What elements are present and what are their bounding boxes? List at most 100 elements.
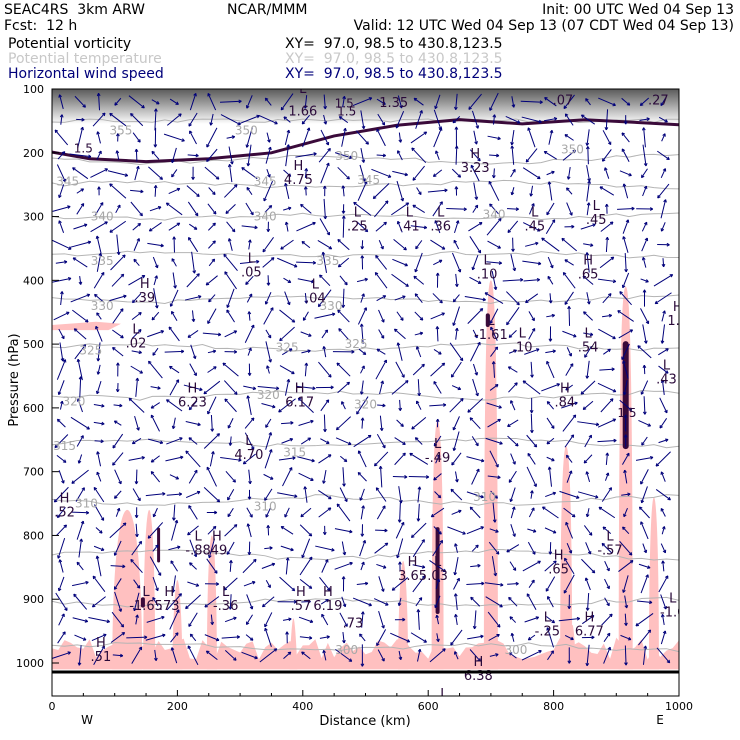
wind-speed-plume [648, 497, 659, 670]
wind-vector-head [361, 561, 365, 566]
wind-vector [597, 418, 616, 428]
wind-vector [433, 127, 442, 148]
wind-vector [131, 312, 142, 320]
wind-vector [189, 93, 197, 111]
wind-vector [566, 542, 572, 554]
field-3-name: Horizontal wind speed [8, 66, 164, 82]
wind-vector-head [497, 475, 501, 480]
wind-vector-head [416, 609, 421, 613]
wind-vector [58, 576, 65, 592]
wind-vector-head [641, 257, 646, 261]
wind-vector [151, 150, 160, 160]
wind-vector-head [662, 168, 667, 172]
wind-vector-head [639, 102, 644, 107]
wind-vector-head [570, 636, 574, 641]
pv-label: 1.5 [335, 97, 354, 111]
wind-vector-head [515, 207, 519, 211]
wind-vector [564, 259, 574, 266]
wind-vector [189, 363, 197, 376]
wind-vector-head [122, 564, 126, 569]
extremum-marker: L [132, 322, 140, 337]
wind-vector [145, 493, 166, 497]
wind-vector [79, 376, 82, 399]
wind-vector [427, 189, 448, 193]
wind-vector-head [187, 334, 192, 338]
wind-vector-head [187, 531, 191, 536]
wind-vector [248, 311, 251, 321]
wind-vector-head [455, 220, 460, 224]
wind-vector-head [660, 379, 665, 383]
wind-vector [318, 490, 332, 500]
wind-vector-head [280, 106, 285, 111]
wind-vector [128, 95, 145, 109]
wind-vector-head [494, 495, 498, 499]
wind-vector [544, 527, 557, 534]
wind-vector-head [120, 624, 125, 628]
wind-vector-head [622, 589, 626, 593]
wind-vector [489, 308, 499, 324]
wind-vector-head [159, 176, 163, 180]
wind-vector-head [274, 121, 278, 125]
wind-vector-head [172, 236, 176, 240]
wind-vector-head [414, 293, 419, 297]
wind-vector [488, 634, 500, 641]
wind-vector [661, 614, 665, 626]
extremum-marker: L [669, 591, 677, 606]
wind-vector [130, 365, 143, 374]
theta-contour [52, 250, 679, 259]
wind-vector [114, 469, 122, 485]
wind-vector-head [78, 376, 83, 380]
wind-vector-head [291, 587, 296, 592]
wind-vector-head [210, 621, 215, 626]
wind-vector [417, 609, 420, 630]
wind-vector [243, 385, 256, 390]
wind-vector-head [147, 535, 152, 539]
wind-vector-head [529, 409, 534, 414]
wind-vector [487, 135, 501, 140]
wind-vector [259, 648, 278, 663]
wind-vector [491, 556, 497, 577]
wind-vector [493, 114, 496, 125]
theta-label: 310 [473, 490, 496, 504]
wind-vector [360, 293, 365, 303]
wind-vector-head [356, 411, 360, 415]
wind-vector-head [154, 275, 158, 279]
wind-vector [488, 181, 500, 201]
wind-vector [416, 187, 422, 195]
wind-vector [430, 239, 446, 250]
wind-vector [566, 347, 572, 357]
wind-vector [620, 634, 632, 641]
wind-vector [226, 309, 235, 323]
wind-vector-head [453, 571, 458, 576]
wind-vector [662, 560, 665, 572]
extremum-marker: H [554, 549, 564, 564]
wind-vector-head [488, 180, 492, 185]
wind-vector-head [493, 572, 498, 577]
wind-vector-head [606, 585, 610, 590]
wind-vector-head [628, 407, 633, 411]
wind-vector-head [661, 263, 666, 268]
wind-vector [133, 258, 140, 267]
wind-vector [583, 454, 593, 464]
wind-vector-head [506, 549, 510, 553]
wind-vector-head [452, 447, 457, 451]
wind-vector [541, 383, 560, 392]
wind-vector [641, 221, 648, 232]
wind-vector [166, 399, 183, 412]
wind-vector-head [248, 239, 252, 243]
wind-vector [320, 399, 330, 412]
wind-vector [432, 293, 443, 304]
wind-vector-head [266, 365, 270, 369]
wind-vector-head [378, 465, 383, 470]
wind-vector-head [511, 248, 515, 252]
wind-vector-head [601, 158, 606, 162]
wind-vector-head [312, 260, 316, 265]
extremum-marker: H [616, 706, 626, 721]
wind-vector [635, 456, 654, 461]
wind-vector-head [400, 317, 404, 321]
theta-label: 340 [254, 210, 277, 224]
wind-vector [489, 653, 499, 657]
wind-vector-head [135, 614, 139, 618]
wind-vector [521, 650, 542, 661]
wind-vector-head [551, 457, 555, 462]
